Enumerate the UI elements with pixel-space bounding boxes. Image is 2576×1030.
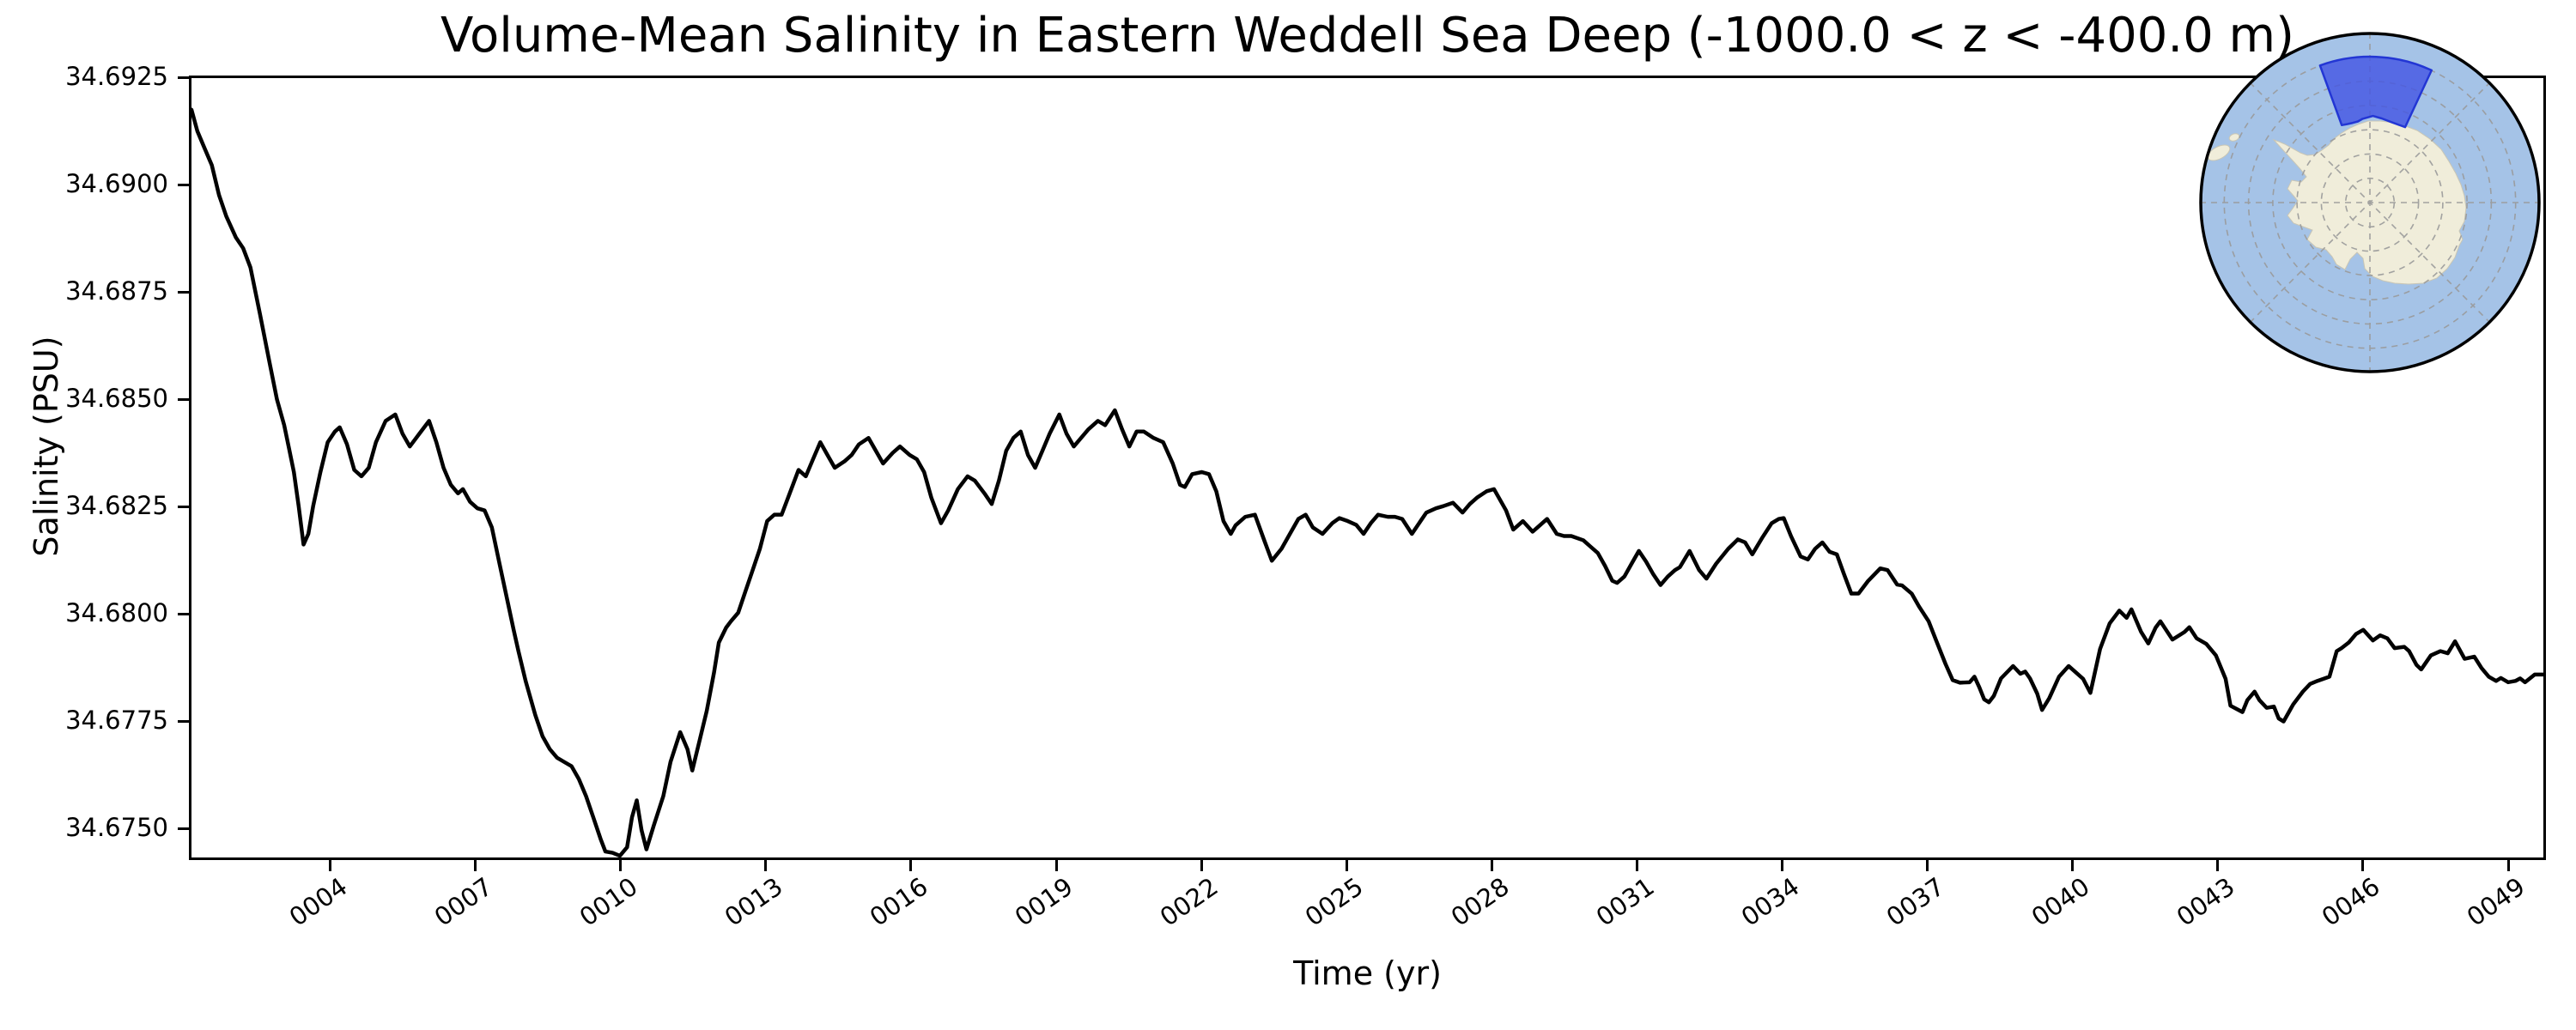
map-border	[2199, 32, 2541, 373]
x-tick	[1781, 860, 1784, 871]
x-tick	[2216, 860, 2220, 871]
y-axis-label: Salinity (PSU)	[27, 336, 65, 557]
x-tick	[1490, 860, 1493, 871]
x-tick-label: 0028	[1445, 871, 1515, 932]
x-tick-label: 0022	[1154, 871, 1224, 932]
x-tick-label: 0037	[1880, 871, 1950, 932]
x-tick	[1345, 860, 1348, 871]
salinity-line-chart	[191, 107, 2543, 857]
x-tick	[1054, 860, 1058, 871]
y-tick-label: 34.6925	[65, 62, 168, 91]
y-tick	[178, 290, 189, 294]
x-tick-label: 0034	[1735, 871, 1805, 932]
y-tick	[178, 612, 189, 615]
y-tick-label: 34.6775	[65, 706, 168, 735]
study-region-highlight	[2318, 55, 2433, 129]
salinity-line	[191, 107, 2543, 857]
y-tick-label: 34.6800	[65, 598, 168, 627]
x-tick	[1926, 860, 1929, 871]
x-tick-label: 0025	[1300, 871, 1370, 932]
y-tick-label: 34.6875	[65, 276, 168, 306]
x-tick-label: 0049	[2461, 871, 2530, 932]
x-tick-label: 0046	[2316, 871, 2385, 932]
x-tick-label: 0031	[1590, 871, 1660, 932]
x-tick	[2071, 860, 2075, 871]
antarctica-inset-map	[2199, 32, 2541, 373]
x-tick	[764, 860, 768, 871]
x-tick	[1635, 860, 1638, 871]
x-tick-label: 0013	[719, 871, 788, 932]
y-tick	[178, 505, 189, 508]
x-tick	[2361, 860, 2365, 871]
plot-area	[189, 76, 2546, 860]
x-tick-label: 0004	[283, 871, 353, 932]
x-tick-label: 0040	[2026, 871, 2095, 932]
x-tick-label: 0016	[864, 871, 933, 932]
x-tick	[909, 860, 913, 871]
y-tick-label: 34.6850	[65, 384, 168, 413]
x-tick	[619, 860, 623, 871]
x-tick	[474, 860, 477, 871]
map-island	[2207, 144, 2231, 161]
x-tick	[329, 860, 332, 871]
y-tick-label: 34.6900	[65, 169, 168, 198]
y-tick	[178, 827, 189, 830]
y-tick	[178, 183, 189, 186]
y-tick	[178, 76, 189, 79]
x-tick	[1200, 860, 1203, 871]
chart-title: Volume-Mean Salinity in Eastern Weddell …	[440, 8, 2294, 64]
x-tick-label: 0019	[1009, 871, 1078, 932]
y-tick	[178, 719, 189, 723]
y-tick-label: 34.6750	[65, 813, 168, 842]
map-island	[2228, 133, 2240, 142]
y-tick-label: 34.6825	[65, 491, 168, 520]
x-axis-label: Time (yr)	[1293, 954, 1442, 992]
x-tick	[2506, 860, 2510, 871]
x-tick-label: 0010	[574, 871, 643, 932]
x-tick-label: 0043	[2171, 871, 2240, 932]
y-tick	[178, 397, 189, 401]
x-tick-label: 0007	[428, 871, 498, 932]
